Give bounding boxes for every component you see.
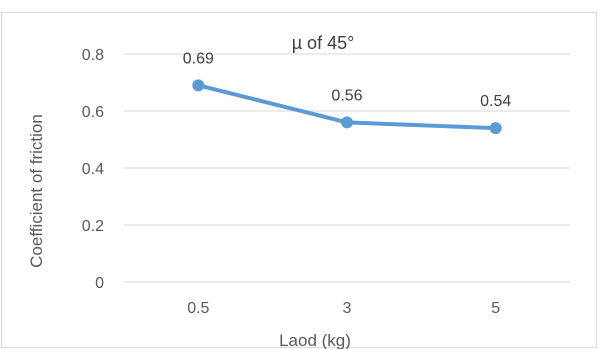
chart-title: µ of 45° [292,33,355,53]
data-label: 0.69 [183,50,214,67]
series-layer [192,79,502,135]
x-tick-label: 3 [343,300,352,317]
y-tick-label: 0.8 [82,47,104,64]
y-axis-ticks: 0 0.2 0.4 0.6 0.8 [82,47,104,292]
data-label: 0.54 [480,93,511,110]
gridlines [124,53,570,283]
chart-frame [1,12,597,348]
y-tick-label: 0 [95,275,104,292]
data-labels: 0.69 0.56 0.54 [183,50,512,110]
data-point [341,116,353,129]
x-tick-label: 0.5 [187,300,209,317]
y-tick-label: 0.4 [82,161,104,178]
data-point [489,122,502,135]
y-tick-label: 0.2 [82,218,104,235]
x-axis-title: Laod (kg) [279,331,351,349]
y-tick-label: 0.6 [82,104,104,121]
x-axis-ticks: 0.5 3 5 [187,300,500,317]
data-label: 0.56 [331,87,362,104]
data-point [192,79,205,92]
y-axis-title: Coefficient of friction [27,114,46,268]
x-tick-label: 5 [491,300,500,317]
